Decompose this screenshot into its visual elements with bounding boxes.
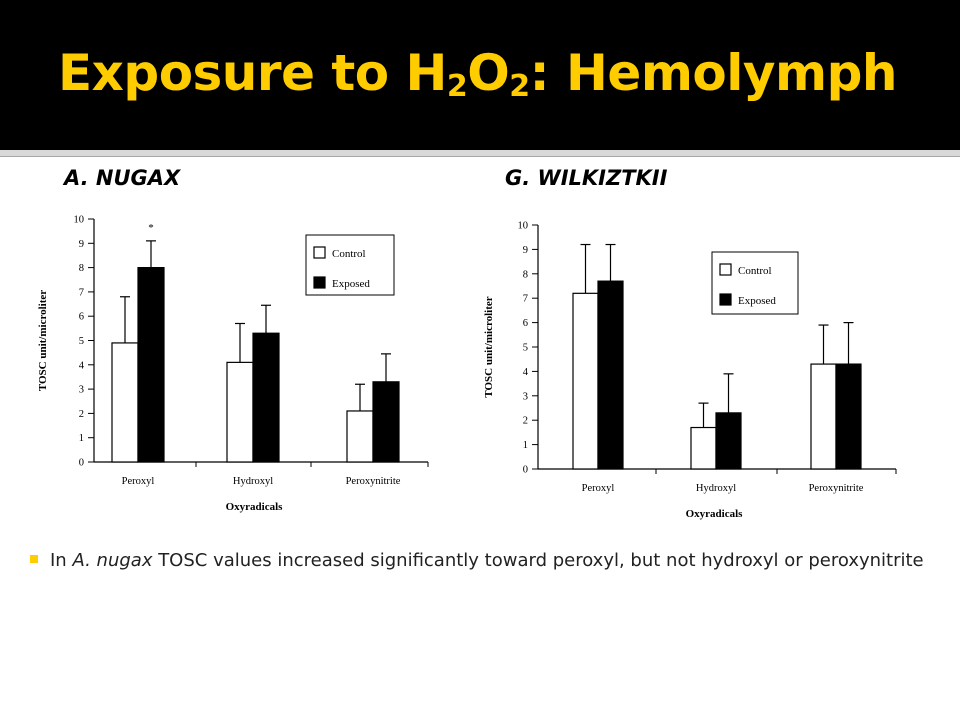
y-tick-label: 6 (79, 312, 84, 323)
y-axis-label: TOSC unit/microliter (37, 290, 49, 391)
species-label-b: G. WILKIZTKII (505, 166, 668, 190)
bar-control (690, 426, 717, 470)
y-tick-label: 0 (79, 458, 84, 469)
y-tick-label: 2 (79, 409, 84, 420)
x-tick-label: Hydroxyl (233, 476, 273, 487)
bar-exposed (372, 381, 400, 463)
y-tick-label: 4 (79, 360, 85, 371)
legend-label-control: Control (332, 248, 366, 260)
bar-control (810, 363, 837, 470)
title-band: Exposure to H2O2: Hemolymph (0, 0, 960, 150)
x-tick-label: Peroxyl (582, 483, 615, 494)
chart-a-nugax: 0 1 2 3 4 5 6 7 8 9 10 Peroxyl Hydroxyl Peroxynitrite… (30, 200, 460, 520)
y-tick-label: 7 (79, 287, 84, 298)
y-axis-label: TOSC unit/microliter (483, 296, 495, 397)
y-tick-label: 9 (79, 239, 84, 250)
bar-exposed (715, 412, 742, 470)
legend-swatch-exposed (719, 293, 732, 306)
bullet-prefix: In (50, 550, 73, 571)
title-subscript-2: 2 (509, 69, 530, 104)
y-tick-label: 1 (79, 433, 84, 444)
slide-title: Exposure to H2O2: Hemolymph (58, 44, 897, 102)
y-tick-label: 10 (518, 221, 529, 232)
y-tick-label: 4 (523, 367, 529, 378)
bar-exposed (835, 363, 862, 470)
bullet-text: TOSC values increased significantly towa… (152, 550, 924, 571)
title-part-mid: O (467, 44, 510, 102)
significance-marker: * (148, 222, 154, 234)
x-tick-label: Peroxyl (122, 476, 155, 487)
chart-b-wilkiztkii: 0 1 2 3 4 5 6 7 8 9 10 Peroxyl Hydroxyl Peroxynitrite… (478, 205, 918, 525)
y-tick-label: 8 (523, 269, 528, 280)
bar-exposed (597, 280, 624, 470)
chart-b-svg: 0 1 2 3 4 5 6 7 8 9 10 Peroxyl Hydroxyl Peroxynitrite… (483, 221, 897, 520)
bar-control (346, 410, 374, 463)
title-divider (0, 150, 960, 157)
legend-swatch-control (719, 263, 732, 276)
y-tick-label: 6 (523, 318, 528, 329)
x-tick-label: Peroxynitrite (809, 483, 864, 494)
chart-a-svg: 0 1 2 3 4 5 6 7 8 9 10 Peroxyl Hydroxyl Peroxynitrite… (37, 215, 429, 513)
y-tick-label: 3 (79, 385, 84, 396)
legend-swatch-control (313, 246, 326, 259)
legend-box (305, 234, 395, 296)
y-tick-label: 9 (523, 245, 528, 256)
bullet-square-icon (30, 555, 38, 563)
y-tick-label: 7 (523, 294, 528, 305)
title-part-end: : Hemolymph (529, 44, 898, 102)
y-tick-label: 10 (74, 215, 85, 226)
bullet-species: A. nugax (72, 550, 153, 571)
legend-label-exposed: Exposed (738, 295, 776, 307)
title-subscript-1: 2 (446, 69, 468, 104)
bar-control (572, 292, 599, 470)
title-part-main: Exposure to H (58, 44, 447, 102)
species-label-a: A. NUGAX (64, 166, 181, 190)
bar-control (226, 361, 254, 463)
bar-control (111, 342, 139, 463)
x-tick-label: Peroxynitrite (346, 476, 401, 487)
y-tick-label: 5 (79, 336, 84, 347)
legend-swatch-exposed (313, 276, 326, 289)
legend-label-control: Control (738, 265, 772, 277)
y-tick-label: 3 (523, 391, 528, 402)
y-tick-label: 1 (523, 440, 528, 451)
y-tick-label: 0 (523, 465, 528, 476)
y-tick-label: 8 (79, 263, 84, 274)
bar-exposed (137, 266, 165, 463)
legend-label-exposed: Exposed (332, 278, 370, 290)
legend-box (711, 251, 799, 315)
y-tick-label: 2 (523, 416, 528, 427)
bullet-item: In A. nugax TOSC values increased signif… (28, 546, 948, 575)
x-axis-label: Oxyradicals (226, 501, 284, 513)
x-tick-label: Hydroxyl (696, 483, 736, 494)
y-tick-label: 5 (523, 343, 528, 354)
x-axis-label: Oxyradicals (686, 508, 744, 520)
bar-exposed (252, 332, 280, 463)
